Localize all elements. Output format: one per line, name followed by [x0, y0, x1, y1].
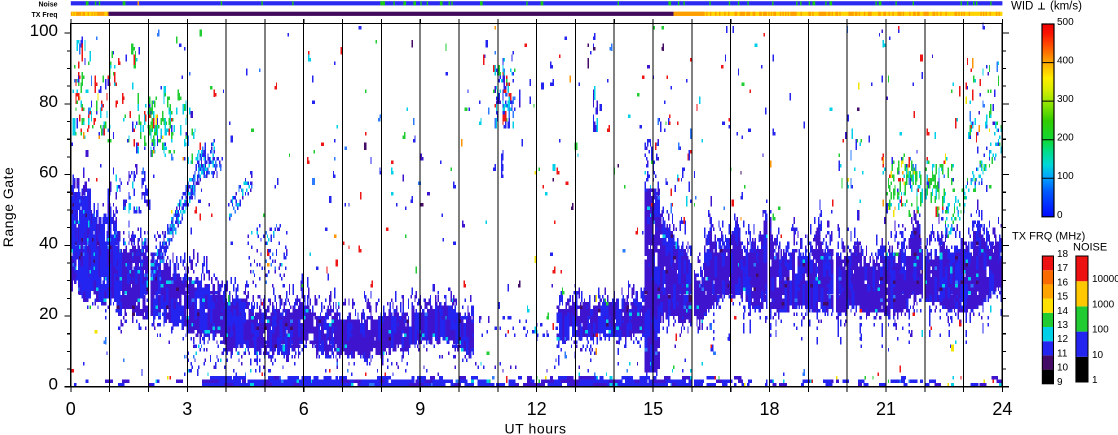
svg-text:9: 9	[415, 399, 425, 419]
svg-text:15: 15	[1057, 292, 1069, 303]
svg-text:15: 15	[643, 399, 663, 419]
svg-text:0: 0	[66, 399, 76, 419]
svg-text:500: 500	[1057, 17, 1074, 28]
svg-text:0: 0	[1057, 210, 1063, 221]
svg-text:100: 100	[1092, 325, 1109, 336]
svg-text:18: 18	[1057, 249, 1069, 260]
svg-text:12: 12	[1057, 334, 1069, 345]
svg-text:24: 24	[992, 399, 1012, 419]
svg-text:(km/s): (km/s)	[1050, 1, 1082, 13]
svg-text:60: 60	[39, 163, 58, 182]
svg-text:300: 300	[1057, 94, 1074, 105]
svg-text:12: 12	[527, 399, 547, 419]
svg-text:20: 20	[39, 304, 58, 323]
svg-text:NOISE: NOISE	[1073, 242, 1107, 254]
svg-text:13: 13	[1057, 320, 1069, 331]
svg-text:200: 200	[1057, 133, 1074, 144]
svg-text:Range Gate: Range Gate	[0, 167, 16, 248]
svg-text:3: 3	[182, 399, 192, 419]
svg-text:UT hours: UT hours	[504, 421, 566, 435]
svg-text:17: 17	[1057, 263, 1069, 274]
svg-text:40: 40	[39, 233, 58, 252]
svg-text:TX FRQ (MHz): TX FRQ (MHz)	[1012, 231, 1085, 243]
svg-text:10: 10	[1092, 350, 1104, 361]
svg-text:Noise: Noise	[38, 2, 57, 9]
svg-text:18: 18	[759, 399, 779, 419]
svg-text:10000: 10000	[1092, 274, 1118, 285]
svg-text:100: 100	[1057, 171, 1074, 182]
svg-text:0: 0	[49, 375, 58, 394]
svg-text:14: 14	[1057, 306, 1069, 317]
svg-text:9: 9	[1057, 377, 1063, 388]
svg-text:400: 400	[1057, 56, 1074, 67]
svg-text:11: 11	[1057, 348, 1068, 359]
svg-text:6: 6	[299, 399, 309, 419]
svg-text:TX Freq: TX Freq	[31, 12, 57, 19]
svg-text:1: 1	[1092, 375, 1098, 386]
svg-text:21: 21	[876, 399, 896, 419]
svg-text:80: 80	[39, 92, 58, 111]
svg-text:100: 100	[30, 21, 58, 40]
svg-text:10: 10	[1057, 363, 1069, 374]
svg-text:16: 16	[1057, 277, 1069, 288]
svg-text:WID: WID	[1011, 1, 1033, 13]
svg-text:1000: 1000	[1092, 299, 1115, 310]
